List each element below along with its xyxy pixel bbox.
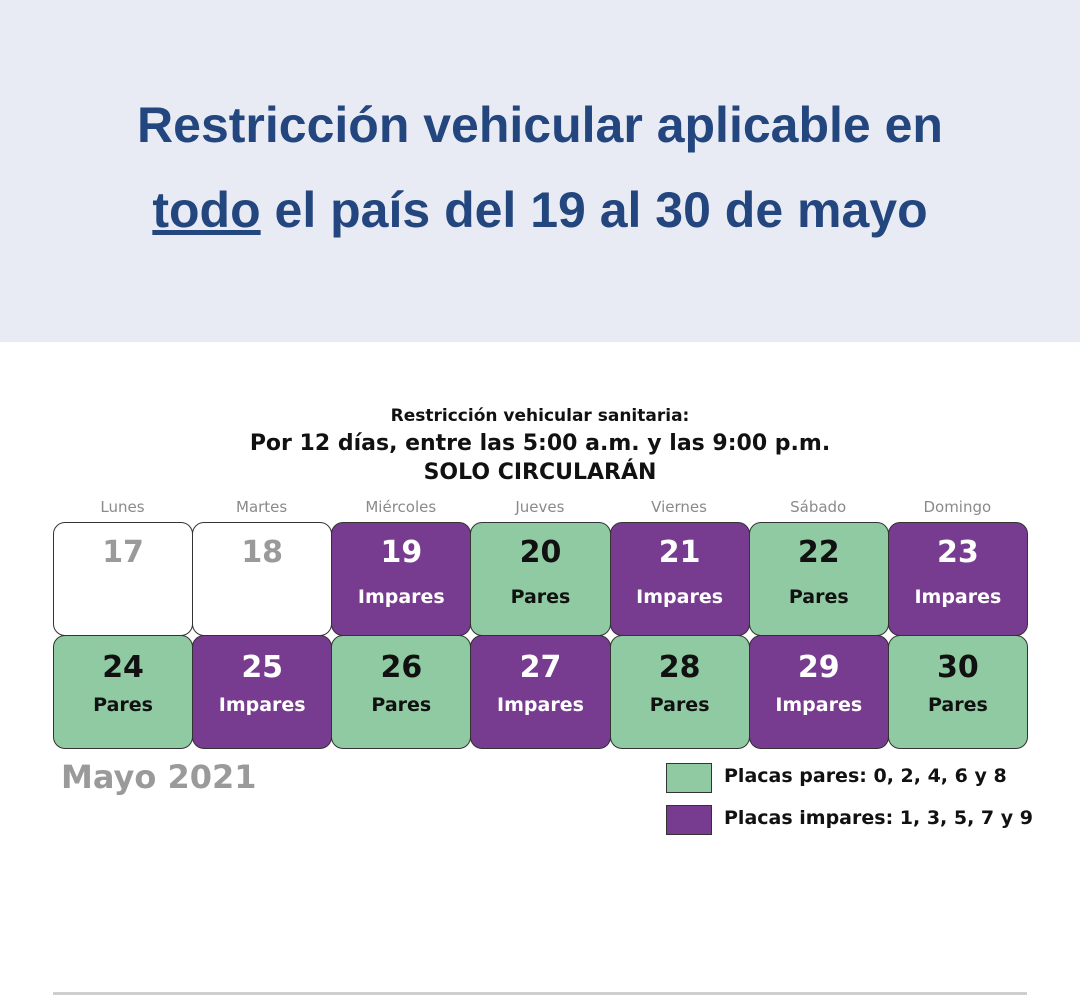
legend-label: Placas pares: 0, 2, 4, 6 y 8 [724,765,1007,787]
header: Restricción vehicular aplicable en todo … [0,0,1080,342]
day-cell: 25 Impares [192,635,333,749]
divider [53,992,1027,995]
day-cell: 26 Pares [331,635,472,749]
day-number: 19 [380,535,423,570]
day-cell: 30 Pares [887,635,1028,749]
title-end: el país del 19 al 30 de mayo [274,182,928,238]
day-number: 21 [658,535,701,570]
title-line: Restricción vehicular aplicable en [137,97,943,153]
day-label: Pares [93,694,153,716]
day-number: 23 [937,535,979,570]
day-cell: 24 Pares [53,635,194,749]
day-cell: 18 [192,522,333,636]
heading: SOLO CIRCULARÁN [423,460,657,485]
title-emphasis: todo [152,182,261,238]
day-number: 28 [658,650,701,685]
weekday: Sábado [790,498,847,516]
legend-swatch [666,805,712,835]
day-number: 24 [102,650,144,685]
day-number: 29 [797,650,840,685]
day-number: 22 [797,535,840,570]
day-label: Impares [218,694,306,716]
weekday: Domingo [923,498,992,516]
day-number: 25 [241,650,284,685]
heading: Restricción vehicular sanitaria: [390,406,690,426]
day-number: 27 [519,650,562,685]
day-number: 20 [519,535,562,570]
day-label: Pares [649,694,710,716]
day-label: Impares [636,586,724,608]
day-cell: 20 Pares [470,522,611,636]
legend-swatch [666,763,712,793]
day-cell: 27 Impares [470,635,611,749]
day-cell: 28 Pares [609,635,750,749]
day-label: Impares [497,694,584,716]
day-cell: 29 Impares [748,635,889,749]
day-label: Impares [914,586,1002,608]
day-cell: 17 [53,522,194,636]
day-number: 18 [241,535,284,570]
title-line: todo el país del 19 al 30 de mayo [0,181,1080,239]
weekday: Miércoles [365,498,437,516]
weekday: Jueves [515,498,565,516]
day-label: Pares [788,586,849,608]
day-cell: 19 Impares [331,522,472,636]
day-label: Pares [371,694,432,716]
day-number: 30 [937,650,979,685]
weekday: Martes [236,498,288,516]
weekday: Lunes [100,498,145,516]
day-number: 17 [102,535,144,570]
day-cell: 22 Pares [748,522,889,636]
heading: Por 12 días, entre las 5:00 a.m. y las 9… [249,431,831,456]
day-number: 26 [380,650,423,685]
day-label: Impares [775,694,863,716]
month: Mayo 2021 [61,758,257,796]
day-label: Impares [357,586,445,608]
legend-label: Placas impares: 1, 3, 5, 7 y 9 [724,807,1033,829]
day-label: Pares [510,586,571,608]
day-label: Pares [927,694,988,716]
day-cell: 21 Impares [609,522,750,636]
weekday: Viernes [651,498,707,516]
day-cell: 23 Impares [887,522,1028,636]
